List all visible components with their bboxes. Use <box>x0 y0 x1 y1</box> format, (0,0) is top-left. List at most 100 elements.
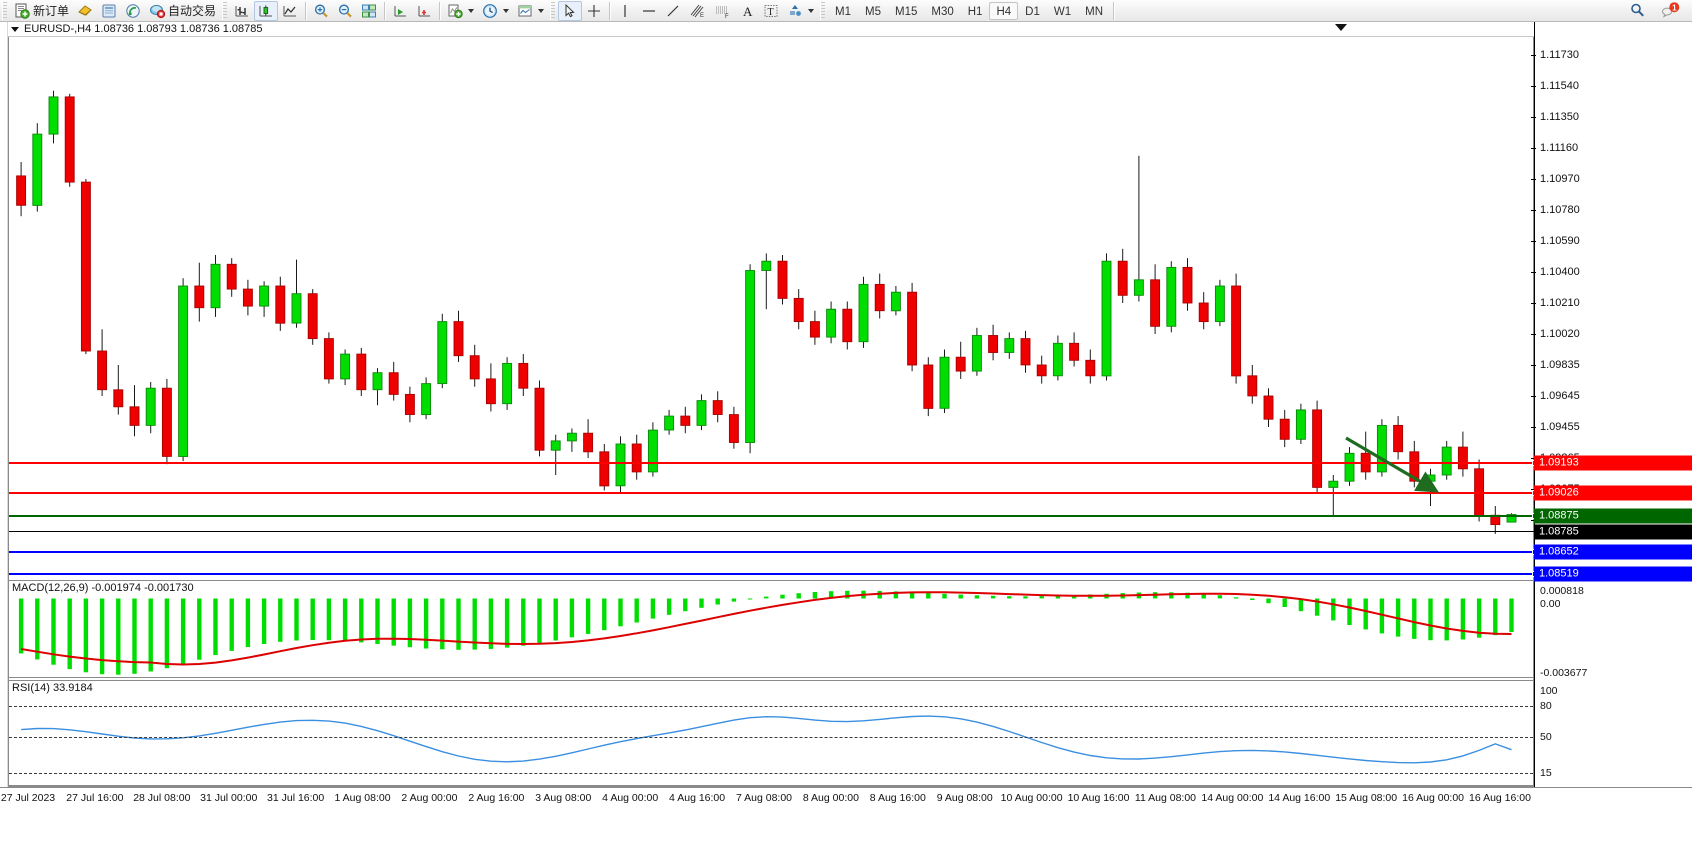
price-tag-blue-1[interactable]: 1.08652 <box>1534 544 1692 560</box>
time-tick-label: 16 Aug 00:00 <box>1402 792 1465 804</box>
shapes-button[interactable] <box>783 1 818 21</box>
chart-collapse-icon[interactable] <box>11 26 19 32</box>
rsi-series <box>21 715 1512 764</box>
candlestick-series <box>16 90 1517 534</box>
price-tag-resistance-1[interactable]: 1.09193 <box>1534 455 1692 471</box>
auto-scroll-button[interactable] <box>388 1 412 21</box>
zoom-in-button[interactable] <box>309 1 333 21</box>
cursor-button[interactable] <box>558 0 583 21</box>
price-tick-mark <box>1531 117 1536 118</box>
price-tag-resistance-2[interactable]: 1.09026 <box>1534 485 1692 501</box>
rsi-label: RSI(14) 33.9184 <box>12 682 93 694</box>
timeframe-mn[interactable]: MN <box>1085 5 1103 18</box>
toolbar-grip[interactable] <box>2 1 7 20</box>
level-line-blue-1[interactable] <box>9 549 1538 555</box>
tile-windows-button[interactable] <box>357 1 381 21</box>
price-tick-label: 1.10970 <box>1540 173 1580 185</box>
timeframe-d1[interactable]: D1 <box>1025 5 1040 18</box>
notifications-button[interactable]: 1 <box>1656 1 1684 21</box>
price-tag-support-green[interactable]: 1.08875 <box>1534 508 1692 524</box>
toolbar-separator-3 <box>439 1 441 20</box>
text-label-icon: T <box>764 4 778 18</box>
text-label-button[interactable]: T <box>759 1 783 21</box>
timeframe-m15[interactable]: M15 <box>895 5 918 18</box>
line-chart-button[interactable] <box>278 1 302 21</box>
time-tick-label: 2 Aug 00:00 <box>401 792 458 804</box>
templates-icon <box>518 5 532 16</box>
line-chart-icon <box>283 5 297 16</box>
main-toolbar[interactable]: 新订单 自动交易 <box>0 0 1692 22</box>
periods-button[interactable] <box>478 1 513 21</box>
zoom-out-button[interactable] <box>333 1 357 21</box>
level-line-support-green[interactable] <box>9 513 1538 519</box>
time-tick-label: 7 Aug 08:00 <box>735 792 793 804</box>
timeframe-h4[interactable]: H4 <box>989 1 1019 20</box>
price-tick-mark <box>1531 396 1536 397</box>
terminal-button[interactable] <box>97 1 121 21</box>
timeframe-m1[interactable]: M1 <box>835 5 852 18</box>
notification-count: 1 <box>1672 3 1677 12</box>
equidistant-channel-icon: E <box>690 4 704 19</box>
trendline-button[interactable] <box>661 1 685 21</box>
timeframe-m30[interactable]: M30 <box>931 5 954 18</box>
text-button[interactable]: A <box>735 1 759 21</box>
signal-button[interactable] <box>121 1 145 21</box>
time-tick-label: 14 Aug 16:00 <box>1268 792 1331 804</box>
new-order-label: 新订单 <box>33 4 70 18</box>
time-axis[interactable]: 27 Jul 2023 27 Jul 16:00 28 Jul 08:00 31 Ju… <box>0 787 1692 809</box>
horizontal-line-button[interactable] <box>637 1 661 21</box>
bar-chart-button[interactable] <box>230 1 254 21</box>
new-order-button[interactable]: 新订单 <box>10 1 73 21</box>
time-tick-label: 3 Aug 08:00 <box>535 792 592 804</box>
price-tick-label: 1.09645 <box>1540 390 1580 402</box>
price-tick-mark <box>1531 148 1536 149</box>
fibonacci-icon: F <box>716 6 729 19</box>
time-tick-label: 2 Aug 16:00 <box>468 792 525 804</box>
toolbar-grip-2[interactable] <box>222 1 228 20</box>
toolbar-grip-3[interactable] <box>550 1 556 20</box>
crosshair-button[interactable] <box>582 1 606 21</box>
time-tick-label: 11 Aug 08:00 <box>1134 792 1197 804</box>
equidistant-channel-button[interactable]: E <box>685 1 710 21</box>
templates-button[interactable] <box>513 1 548 21</box>
rsi-subwindow[interactable]: RSI(14) 33.9184 <box>8 680 1534 786</box>
candlestick-chart-button[interactable] <box>254 0 279 21</box>
level-line-blue-2[interactable] <box>9 571 1538 577</box>
auto-trading-button[interactable]: 自动交易 <box>145 1 220 21</box>
chart-area[interactable]: EURUSD-,H4 1.08736 1.08793 1.08736 1.087… <box>0 22 1692 852</box>
timeframe-m5[interactable]: M5 <box>865 5 881 18</box>
down-arrow-annotation[interactable] <box>1340 430 1455 500</box>
signal-icon <box>126 3 140 18</box>
macd-subwindow[interactable]: MACD(12,26,9) -0.001974 -0.001730 <box>8 580 1534 678</box>
toolbar-grip-4[interactable] <box>820 1 826 20</box>
time-tick-label: 10 Aug 16:00 <box>1067 792 1130 804</box>
chart-dropdown-marker-icon[interactable] <box>1335 24 1347 31</box>
history-button[interactable] <box>73 1 97 21</box>
crosshair-icon <box>588 4 601 17</box>
search-button[interactable] <box>1625 1 1650 21</box>
level-line-resistance-2[interactable] <box>9 490 1538 496</box>
time-tick-label: 27 Jul 16:00 <box>66 792 124 804</box>
fibonacci-button[interactable]: F <box>710 1 735 21</box>
timeframe-h1[interactable]: H1 <box>967 5 983 18</box>
chart-shift-button[interactable] <box>412 1 436 21</box>
chart-header[interactable]: EURUSD-,H4 1.08736 1.08793 1.08736 1.087… <box>11 23 263 35</box>
level-line-resistance-1[interactable] <box>9 460 1538 466</box>
notification-icon: 1 <box>1661 1 1680 18</box>
vertical-line-button[interactable] <box>613 1 637 21</box>
chart-left-gutter <box>0 22 8 787</box>
search-icon <box>1631 3 1644 17</box>
indicators-button[interactable] <box>443 1 478 21</box>
timeframe-w1[interactable]: W1 <box>1053 5 1072 18</box>
time-tick-label: 8 Aug 16:00 <box>869 792 926 804</box>
price-tick-mark <box>1531 55 1536 56</box>
price-tick-mark <box>1531 303 1536 304</box>
rsi-scale-80: 80 <box>1540 700 1552 712</box>
price-tag-blue-2[interactable]: 1.08519 <box>1534 566 1692 582</box>
new-order-icon <box>15 3 30 19</box>
price-tick-mark <box>1531 272 1536 273</box>
time-tick-label: 31 Jul 16:00 <box>267 792 325 804</box>
toolbar-separator-2 <box>384 1 386 20</box>
macd-label: MACD(12,26,9) -0.001974 -0.001730 <box>12 582 194 594</box>
price-tick-label: 1.10400 <box>1540 266 1580 278</box>
